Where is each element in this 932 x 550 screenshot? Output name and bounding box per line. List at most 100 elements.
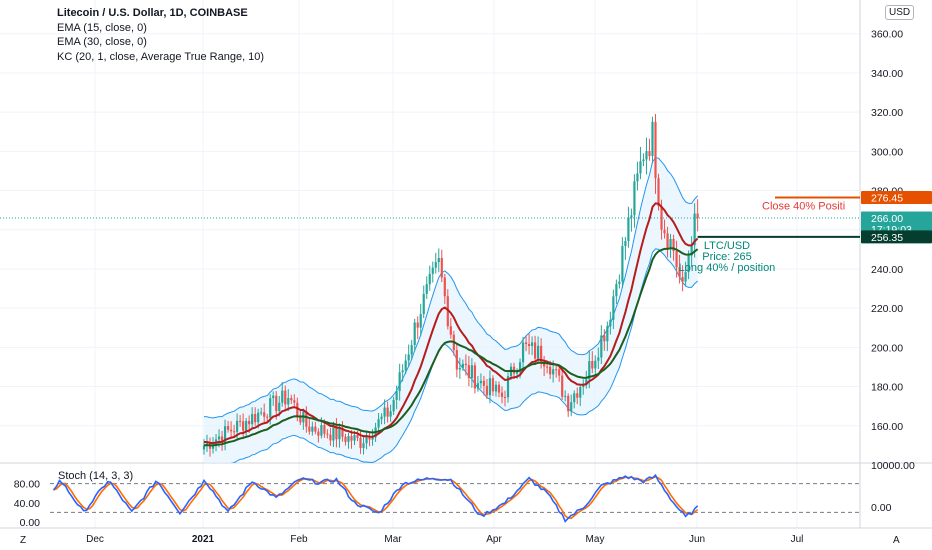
candle-body xyxy=(546,366,549,368)
candle-body xyxy=(217,436,221,440)
candle-body xyxy=(389,411,392,417)
stoch-tick-label: 80.00 xyxy=(14,479,40,491)
candle-body xyxy=(455,350,458,370)
candle-body xyxy=(226,426,230,430)
candle-body xyxy=(497,384,501,393)
candle-body xyxy=(464,363,467,366)
candle-body xyxy=(482,380,486,386)
auto-scale-button[interactable]: A xyxy=(893,535,900,546)
candle-body xyxy=(642,159,645,162)
price-tick-label: 160.00 xyxy=(871,421,903,433)
candle-body xyxy=(485,385,489,396)
candle-body xyxy=(600,335,603,358)
candle-body xyxy=(470,365,473,378)
candle-body xyxy=(449,326,452,335)
candle-body xyxy=(236,420,239,432)
candle-body xyxy=(284,390,287,405)
keltner-legend[interactable]: KC (20, 1, close, Average True Range, 10… xyxy=(57,50,265,63)
candle-body xyxy=(597,357,600,361)
candle-body xyxy=(398,372,401,391)
ema15-line xyxy=(203,202,699,445)
x-tick-label: May xyxy=(586,534,605,545)
candle-body xyxy=(290,398,293,401)
ema15-legend[interactable]: EMA (15, close, 0) xyxy=(57,21,147,34)
candle-body xyxy=(582,385,585,388)
candle-body xyxy=(627,217,630,241)
stoch-legend[interactable]: Stoch (14, 3, 3) xyxy=(58,470,134,482)
candle-body xyxy=(281,390,284,403)
currency-badge[interactable]: USD xyxy=(885,5,915,20)
stoch-tick-label: 0.00 xyxy=(20,517,41,529)
keltner-lower xyxy=(230,248,698,463)
candle-body xyxy=(332,425,335,441)
x-tick-label: Mar xyxy=(384,534,402,545)
candle-body xyxy=(416,322,419,328)
candle-body xyxy=(205,442,209,446)
candle-body xyxy=(624,240,627,247)
candle-body xyxy=(428,273,431,285)
candle-body xyxy=(275,395,278,412)
candle-body xyxy=(588,361,591,380)
candle-body xyxy=(669,238,672,249)
candle-body xyxy=(473,365,476,389)
candle-body xyxy=(576,393,579,398)
candle-body xyxy=(229,429,233,432)
symbol-title[interactable]: Litecoin / U.S. Dollar, 1D, COINBASE xyxy=(57,7,248,19)
candle-body xyxy=(338,428,341,440)
candle-body xyxy=(476,383,480,389)
stoch-tick-label: 40.00 xyxy=(14,498,40,510)
candle-body xyxy=(506,376,510,398)
candle-body xyxy=(615,284,618,297)
x-tick-label: Feb xyxy=(290,534,308,545)
price-tick-label: 360.00 xyxy=(871,29,903,41)
x-tick-label: Apr xyxy=(486,534,502,545)
price-tick-label: 340.00 xyxy=(871,68,903,80)
candle-body xyxy=(603,335,606,342)
candle-body xyxy=(488,378,492,396)
candle-body xyxy=(269,398,272,418)
candle-body xyxy=(299,415,302,423)
candle-body xyxy=(362,443,365,448)
price-tick-label: 220.00 xyxy=(871,303,903,315)
candle-body xyxy=(500,392,504,397)
zoom-icon[interactable]: Z xyxy=(20,535,27,546)
candle-body xyxy=(645,151,648,160)
candle-body xyxy=(479,380,483,384)
candle-body xyxy=(684,272,687,282)
candle-body xyxy=(633,181,636,216)
current-price-tag: 266.00 xyxy=(871,213,903,225)
close-target-price-tag-bg xyxy=(861,190,932,204)
candle-body xyxy=(527,343,531,347)
candle-body xyxy=(518,362,522,373)
candle-body xyxy=(359,437,362,448)
candle-body xyxy=(564,395,567,397)
x-tick-label: 2021 xyxy=(192,534,215,545)
candle-body xyxy=(251,414,254,425)
candle-body xyxy=(660,206,663,230)
price-tick-label: 240.00 xyxy=(871,264,903,276)
price-tick-label: 180.00 xyxy=(871,382,903,394)
long-position-annotation: LTC/USD xyxy=(704,240,750,252)
ema30-line xyxy=(203,247,699,447)
candle-body xyxy=(365,436,368,444)
candle-body xyxy=(552,369,555,375)
candle-body xyxy=(335,425,338,440)
candle-body xyxy=(344,436,347,442)
candle-body xyxy=(524,342,528,344)
candle-body xyxy=(621,246,624,282)
candle-body xyxy=(220,436,224,443)
ema30-legend[interactable]: EMA (30, close, 0) xyxy=(57,36,147,48)
candle-body xyxy=(410,345,413,355)
candle-body xyxy=(386,407,389,417)
candle-body xyxy=(305,411,308,427)
candle-body xyxy=(317,431,320,436)
x-tick-label: Jul xyxy=(791,534,804,545)
candle-body xyxy=(461,363,464,368)
candle-body xyxy=(443,277,446,297)
entry-price-tag-bg xyxy=(861,230,932,244)
candle-body xyxy=(618,281,621,285)
long-position-annotation: Price: 265 xyxy=(702,251,752,263)
candle-body xyxy=(233,431,236,433)
candle-body xyxy=(350,436,353,441)
